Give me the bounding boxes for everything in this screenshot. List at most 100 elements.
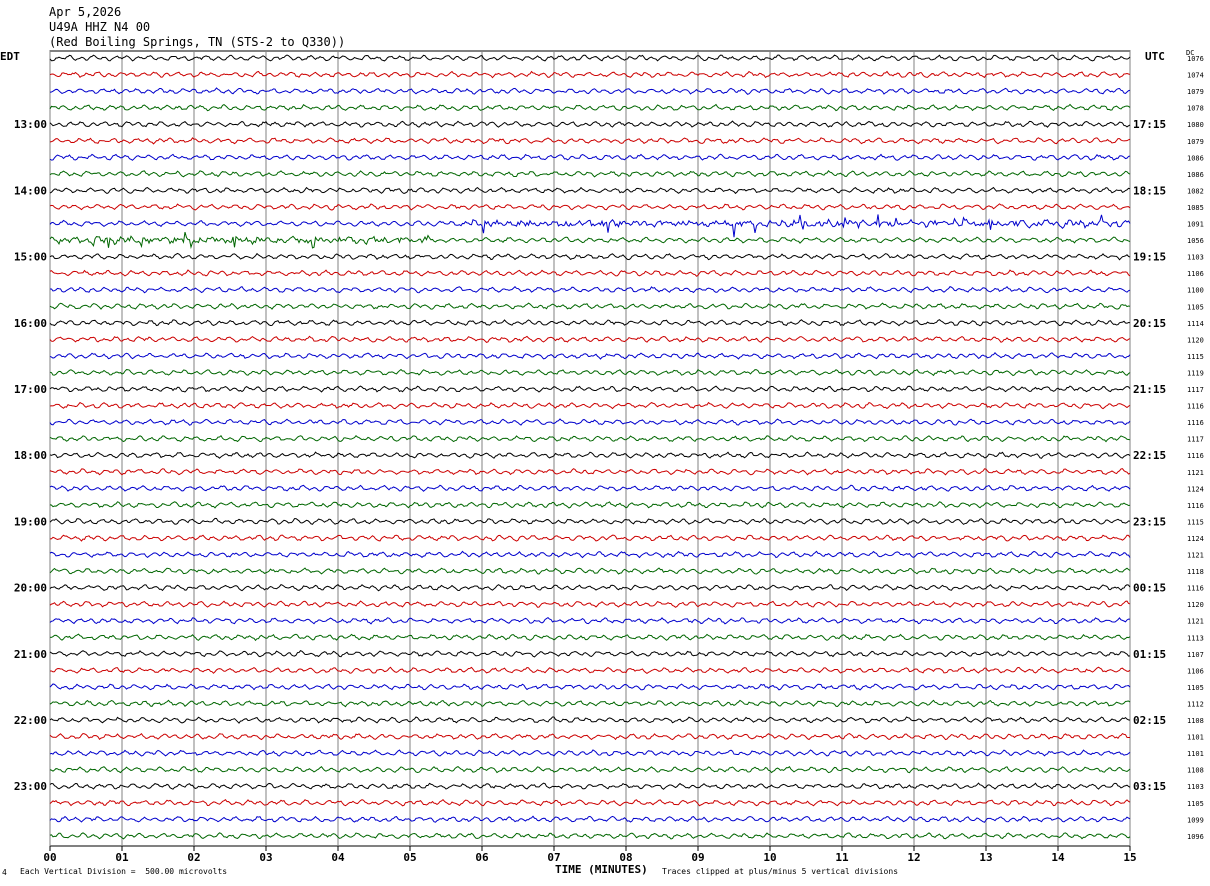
trace-6 [49, 153, 1131, 161]
x-tick-label-11: 11 [835, 851, 849, 864]
trace-40 [49, 716, 1131, 724]
left-hour-label-13:00: 13:00 [14, 118, 47, 131]
dc-offset-9: 1085 [1187, 204, 1204, 212]
right-hour-label-18:15: 18:15 [1133, 184, 1166, 197]
right-timezone-label: UTC [1145, 50, 1165, 63]
clip-note: Traces clipped at plus/minus 5 vertical … [662, 867, 899, 876]
left-hour-label-17:00: 17:00 [14, 383, 47, 396]
trace-45 [49, 798, 1131, 807]
right-hour-label-22:15: 22:15 [1133, 449, 1166, 462]
left-hour-label-14:00: 14:00 [14, 184, 47, 197]
right-hour-label-02:15: 02:15 [1133, 714, 1166, 727]
trace-31 [49, 567, 1131, 575]
trace-19 [49, 368, 1131, 377]
x-tick-label-13: 13 [979, 851, 992, 864]
dc-offset-6: 1086 [1187, 154, 1204, 162]
dc-offset-26: 1124 [1187, 485, 1204, 493]
trace-32 [49, 584, 1131, 592]
trace-46 [49, 815, 1131, 823]
x-tick-label-05: 05 [403, 851, 416, 864]
dc-offset-28: 1115 [1187, 518, 1204, 526]
x-tick-label-10: 10 [763, 851, 776, 864]
dc-offset-36: 1107 [1187, 651, 1204, 659]
dc-offset-29: 1124 [1187, 535, 1204, 543]
dc-offset-2: 1079 [1187, 88, 1204, 96]
dc-offset-20: 1117 [1187, 386, 1204, 394]
left-hour-label-19:00: 19:00 [14, 515, 47, 528]
dc-offset-47: 1096 [1187, 833, 1204, 841]
trace-36 [49, 650, 1131, 658]
trace-24 [49, 451, 1131, 459]
x-tick-label-01: 01 [115, 851, 129, 864]
dc-offset-27: 1116 [1187, 502, 1204, 510]
trace-4 [49, 120, 1131, 128]
right-hour-label-17:15: 17:15 [1133, 118, 1166, 131]
dc-offset-17: 1120 [1187, 336, 1204, 344]
trace-37 [49, 666, 1131, 674]
dc-offset-7: 1086 [1187, 171, 1204, 179]
right-hour-label-20:15: 20:15 [1133, 317, 1166, 330]
trace-43 [49, 765, 1131, 774]
trace-27 [49, 501, 1131, 509]
header-date: Apr 5,2026 [49, 5, 122, 19]
dc-offset-41: 1101 [1187, 734, 1204, 742]
trace-12 [49, 252, 1131, 261]
trace-15 [49, 302, 1131, 310]
dc-offset-10: 1091 [1187, 221, 1204, 229]
left-hour-label-23:00: 23:00 [14, 780, 47, 793]
dc-offset-42: 1101 [1187, 750, 1204, 758]
trace-42 [49, 749, 1131, 757]
right-hour-label-19:15: 19:15 [1133, 251, 1166, 264]
left-timezone-label: EDT [0, 50, 20, 63]
dc-offset-39: 1112 [1187, 700, 1204, 708]
dc-offset-3: 1078 [1187, 105, 1204, 113]
x-tick-label-02: 02 [187, 851, 200, 864]
trace-20 [49, 385, 1131, 393]
left-hour-label-20:00: 20:00 [14, 582, 47, 595]
dc-offset-4: 1080 [1187, 121, 1204, 129]
trace-7 [49, 170, 1131, 178]
dc-offset-23: 1117 [1187, 436, 1204, 444]
trace-44 [49, 782, 1131, 790]
dc-offset-30: 1121 [1187, 552, 1204, 560]
x-tick-label-00: 00 [43, 851, 56, 864]
right-hour-label-21:15: 21:15 [1133, 383, 1166, 396]
trace-26 [49, 484, 1131, 492]
x-tick-label-04: 04 [331, 851, 345, 864]
x-tick-label-07: 07 [547, 851, 560, 864]
trace-14 [49, 285, 1131, 294]
x-tick-label-08: 08 [619, 851, 632, 864]
left-hour-label-18:00: 18:00 [14, 449, 47, 462]
x-tick-label-12: 12 [907, 851, 920, 864]
left-hour-label-21:00: 21:00 [14, 648, 47, 661]
dc-offset-40: 1108 [1187, 717, 1204, 725]
dc-offset-12: 1103 [1187, 254, 1204, 262]
dc-offset-18: 1115 [1187, 353, 1204, 361]
trace-5 [49, 137, 1131, 145]
x-axis-title: TIME (MINUTES) [555, 863, 648, 876]
dc-offset-32: 1116 [1187, 585, 1204, 593]
trace-13 [49, 269, 1131, 277]
vertical-division-note: Each Vertical Division = 500.00 microvol… [20, 867, 228, 876]
dc-offset-22: 1116 [1187, 419, 1204, 427]
right-hour-label-03:15: 03:15 [1133, 780, 1166, 793]
header-station: U49A HHZ N4 00 [49, 20, 151, 34]
right-hour-label-00:15: 00:15 [1133, 582, 1166, 595]
dc-offset-0: 1076 [1187, 55, 1204, 63]
dc-offset-25: 1121 [1187, 469, 1204, 477]
trace-17 [49, 335, 1131, 343]
trace-47 [49, 832, 1131, 840]
left-hour-label-22:00: 22:00 [14, 714, 47, 727]
x-tick-label-06: 06 [475, 851, 489, 864]
trace-35 [49, 633, 1131, 642]
dc-offset-44: 1103 [1187, 783, 1204, 791]
dc-header-label: DC [1186, 49, 1195, 57]
dc-offset-38: 1105 [1187, 684, 1204, 692]
right-hour-label-23:15: 23:15 [1133, 515, 1166, 528]
dc-offset-1: 1074 [1187, 72, 1204, 80]
dc-offset-45: 1105 [1187, 800, 1204, 808]
dc-offset-11: 1056 [1187, 237, 1204, 245]
dc-offset-43: 1108 [1187, 767, 1204, 775]
trace-2 [49, 87, 1131, 95]
trace-21 [49, 401, 1131, 410]
